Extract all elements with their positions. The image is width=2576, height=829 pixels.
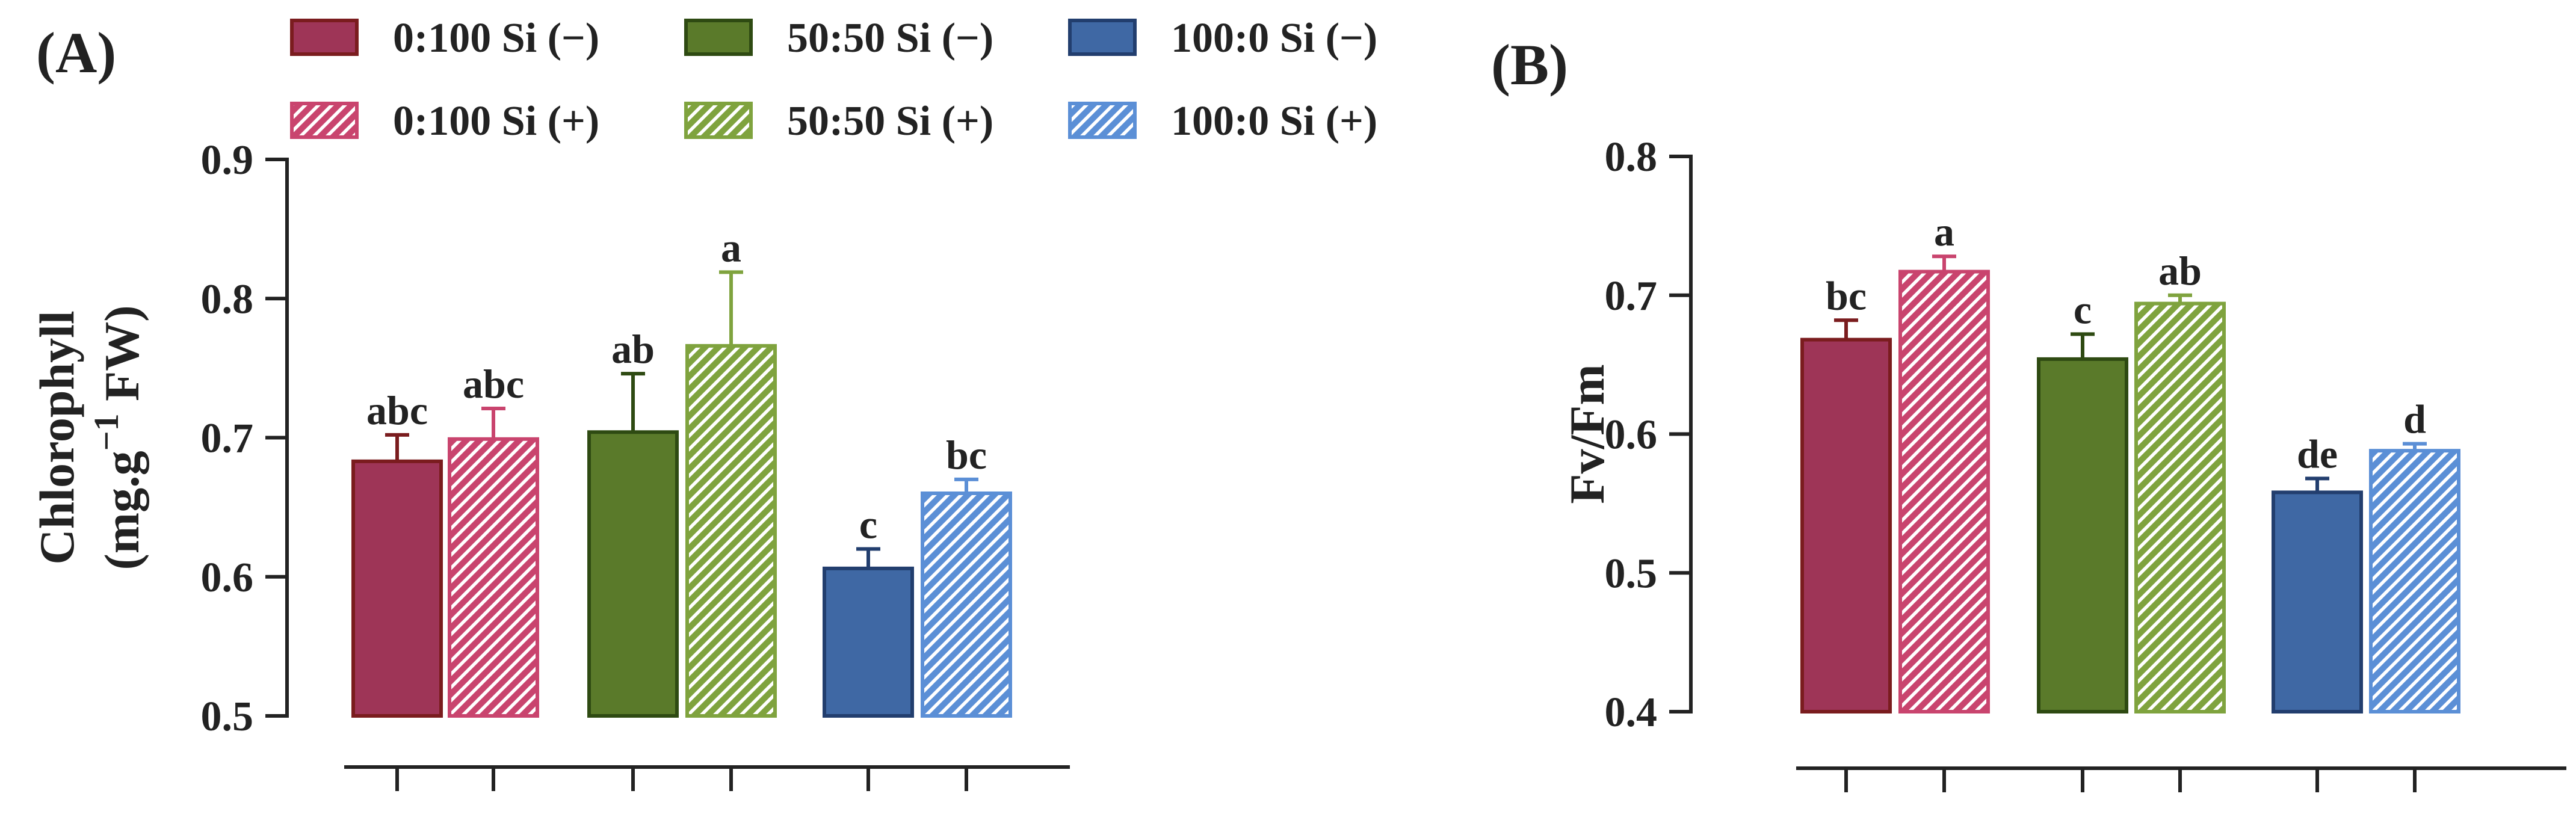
bar — [2039, 359, 2127, 712]
y-tick-label: 0.5 — [1605, 550, 1658, 597]
bar — [687, 346, 775, 716]
legend-label: 0:100 Si (+) — [393, 98, 599, 144]
y-tick-label: 0.7 — [1605, 273, 1658, 319]
legend: 0:100 Si (−) 50:50 Si (−) 100:0 Si (−) 0:10… — [292, 15, 1377, 144]
figure: 0:100 Si (−) 50:50 Si (−) 100:0 Si (−) 0:10… — [0, 0, 2576, 826]
legend-item: 50:50 Si (+) — [686, 98, 993, 144]
legend-item: 100:0 Si (−) — [1070, 15, 1377, 61]
bar-group: abc — [449, 361, 537, 716]
legend-swatch — [1070, 103, 1135, 137]
panel-label: (A) — [36, 20, 116, 85]
legend-item: 0:100 Si (−) — [292, 15, 599, 61]
legend-swatch — [1070, 20, 1135, 54]
bar-group: ab — [589, 326, 677, 716]
y-axis-units-suffix: FW) — [94, 305, 149, 413]
legend-label: 0:100 Si (−) — [393, 15, 599, 61]
y-tick-label: 0.6 — [1605, 412, 1658, 458]
bar-group: a — [1900, 209, 1988, 712]
y-axis-units-prefix: (mg.g — [94, 451, 149, 570]
legend-item: 100:0 Si (+) — [1070, 98, 1377, 144]
significance-label: bc — [946, 432, 987, 478]
bar-group: a — [687, 224, 775, 716]
panel-label: (B) — [1491, 32, 1568, 97]
legend-swatch — [292, 20, 357, 54]
bar-group: abc — [353, 387, 441, 716]
bar — [922, 493, 1010, 716]
y-axis-title: Chlorophyll — [29, 310, 84, 564]
significance-label: a — [721, 224, 741, 270]
bar-group: ab — [2136, 248, 2224, 712]
bar-group: d — [2371, 396, 2459, 712]
bar — [2273, 492, 2361, 712]
significance-label: abc — [366, 387, 428, 433]
significance-label: c — [859, 502, 877, 547]
bar — [824, 569, 912, 716]
significance-label: d — [2403, 396, 2426, 442]
bar — [353, 461, 441, 716]
y-axis-units-superscript: −1 — [87, 413, 126, 451]
legend-item: 50:50 Si (−) — [686, 15, 993, 61]
y-tick-label: 0.6 — [201, 555, 254, 601]
bar-group: c — [824, 502, 912, 717]
legend-label: 100:0 Si (+) — [1171, 98, 1377, 144]
legend-swatch — [686, 20, 751, 54]
significance-label: c — [2074, 286, 2092, 332]
significance-label: ab — [611, 326, 655, 372]
bar-group: bc — [1802, 273, 1890, 712]
bar — [1802, 340, 1890, 712]
y-tick-label: 0.4 — [1605, 689, 1658, 736]
legend-label: 50:50 Si (+) — [787, 98, 993, 144]
significance-label: a — [1934, 209, 1954, 254]
chart-figure: 0:100 Si (−) 50:50 Si (−) 100:0 Si (−) 0:10… — [0, 0, 2576, 826]
y-tick-label: 0.8 — [201, 276, 254, 322]
bar-group: c — [2039, 286, 2127, 712]
bar-group: bc — [922, 432, 1010, 716]
significance-label: bc — [1826, 273, 1867, 318]
y-axis-title-units: (mg.g−1 FW) — [87, 305, 149, 570]
bar — [449, 439, 537, 716]
y-tick-label: 0.8 — [1605, 134, 1658, 180]
bar — [2371, 451, 2459, 712]
y-tick-label: 0.5 — [201, 694, 254, 740]
significance-label: ab — [2158, 248, 2202, 294]
significance-label: de — [2297, 431, 2338, 476]
bar-group: de — [2273, 431, 2361, 712]
legend-swatch — [292, 103, 357, 137]
legend-label: 50:50 Si (−) — [787, 15, 993, 61]
legend-item: 0:100 Si (+) — [292, 98, 599, 144]
y-tick-label: 0.9 — [201, 137, 254, 183]
bar — [589, 432, 677, 716]
y-tick-label: 0.7 — [201, 416, 254, 462]
bar — [2136, 304, 2224, 712]
significance-label: abc — [463, 361, 524, 407]
bar — [1900, 272, 1988, 712]
legend-label: 100:0 Si (−) — [1171, 15, 1377, 61]
legend-swatch — [686, 103, 751, 137]
